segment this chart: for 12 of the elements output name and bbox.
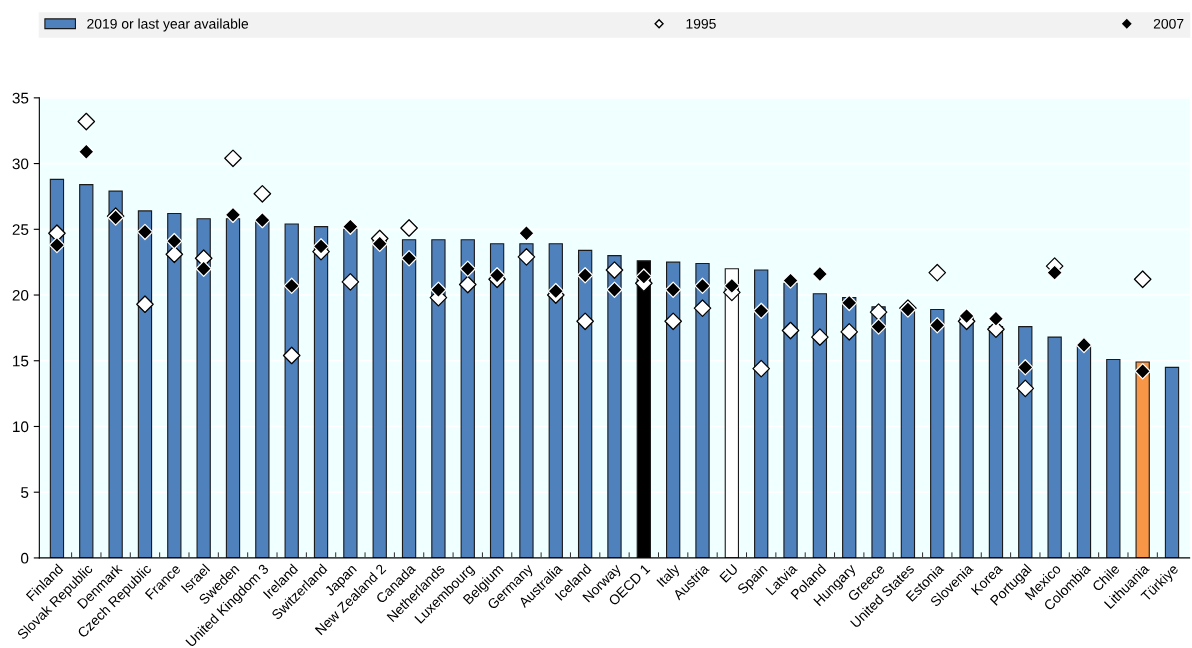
y-tick-label: 5	[21, 487, 29, 498]
y-tick-label: 35	[12, 92, 29, 104]
y-tick-label: 25	[12, 224, 29, 235]
y-tick-label: 10	[13, 421, 29, 433]
x-tick-label: EU	[719, 563, 739, 583]
y-tick-label: 20	[12, 289, 29, 301]
legend-label: 2019 or last year available	[87, 18, 249, 32]
y-tick-label: 30	[12, 158, 29, 170]
legend-label: 2007	[1153, 18, 1184, 29]
y-tick-label: 15	[13, 355, 29, 367]
legend-label: 1995	[686, 18, 716, 29]
y-tick-label: 0	[21, 552, 29, 564]
